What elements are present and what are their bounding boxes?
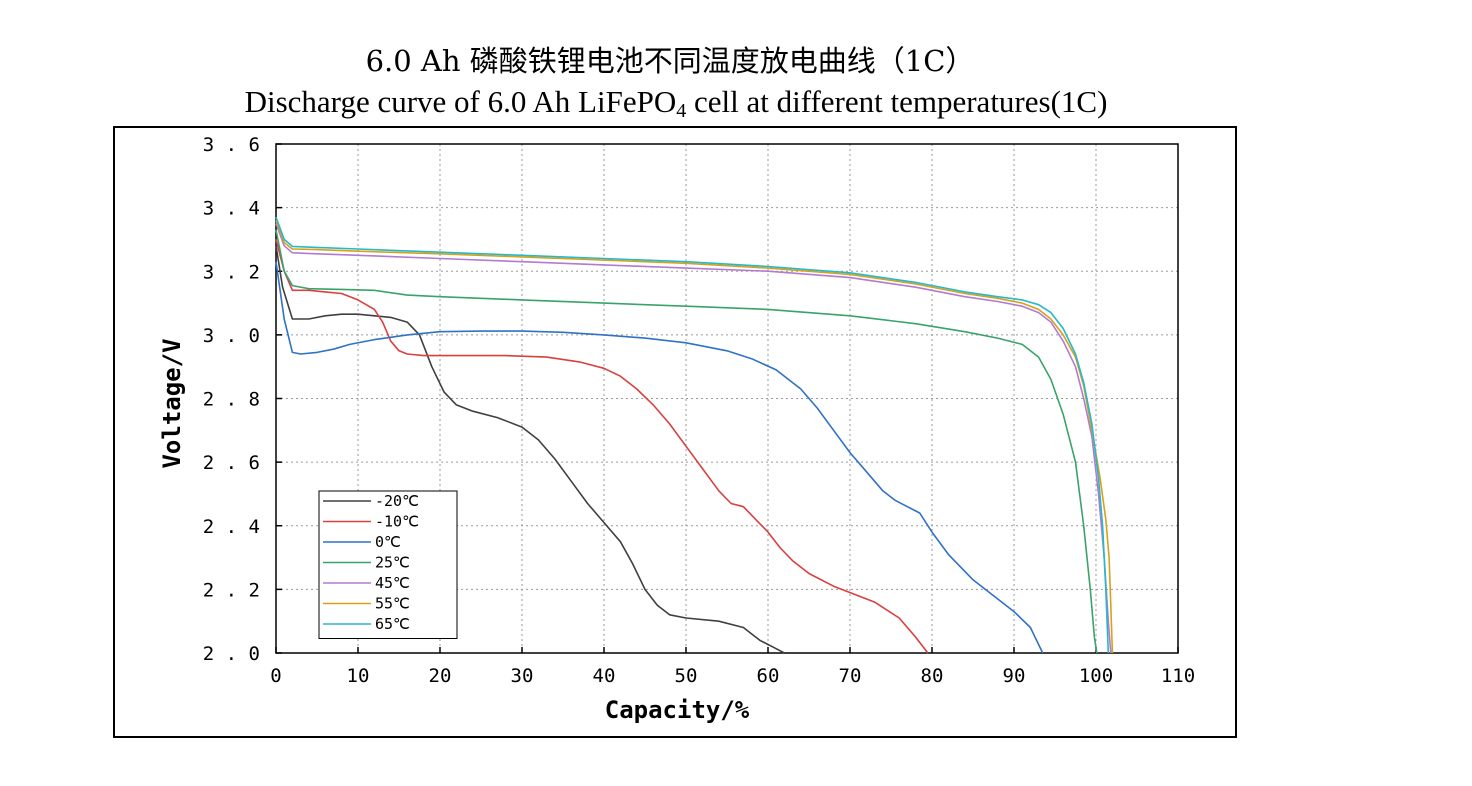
- x-tick-label: 50: [675, 665, 698, 687]
- series-line: [275, 223, 1112, 654]
- y-axis-label: Voltage/V: [158, 338, 186, 468]
- x-tick-label: 60: [757, 665, 780, 687]
- x-axis-label: Capacity/%: [605, 696, 750, 724]
- x-tick-label: 30: [511, 665, 534, 687]
- x-tick-label: 40: [593, 665, 616, 687]
- chart-frame: [113, 126, 1237, 738]
- series-line: [275, 229, 1098, 654]
- chart-title-en-subscript: 4: [676, 100, 687, 122]
- series-line: [275, 261, 1044, 654]
- x-tick-label: 80: [921, 665, 944, 687]
- x-tick-label: 0: [270, 665, 281, 687]
- y-tick-label: 2 . 0: [203, 643, 260, 665]
- y-tick-label: 2 . 4: [203, 516, 260, 538]
- y-tick-label: 2 . 6: [203, 452, 260, 474]
- chart-title-en-main: Discharge curve of 6.0 Ah LiFePO: [244, 84, 677, 119]
- y-tick-label: 3 . 2: [203, 261, 260, 283]
- x-tick-label: 70: [839, 665, 862, 687]
- chart-title-en: Discharge curve of 6.0 Ah LiFePO4 cell a…: [0, 84, 1352, 123]
- x-tick-label: 100: [1079, 665, 1113, 687]
- series-line: [275, 245, 785, 654]
- legend-label: 65℃: [375, 615, 410, 633]
- y-tick-label: 3 . 4: [203, 198, 260, 220]
- x-tick-label: 110: [1161, 665, 1195, 687]
- legend-label: -10℃: [375, 513, 419, 531]
- chart-title-cn: 6.0 Ah 磷酸铁锂电池不同温度放电曲线（1C）: [365, 44, 975, 78]
- x-tick-label: 10: [347, 665, 370, 687]
- x-tick-label: 90: [1003, 665, 1026, 687]
- legend-label: 0℃: [375, 533, 401, 551]
- y-tick-label: 2 . 2: [203, 579, 260, 601]
- y-tick-label: 3 . 6: [203, 134, 260, 156]
- y-tick-label: 3 . 0: [203, 325, 260, 347]
- legend-box: [318, 490, 458, 639]
- y-tick-label: 2 . 8: [203, 389, 260, 411]
- series-line: [275, 239, 929, 654]
- legend-label: 25℃: [375, 554, 410, 572]
- series-line: [275, 216, 1110, 654]
- legend-label: -20℃: [375, 492, 419, 510]
- series-line: [275, 220, 1114, 654]
- legend-label: 45℃: [375, 574, 410, 592]
- chart-title-en-rest: cell at different temperatures(1C): [686, 84, 1108, 119]
- x-tick-label: 20: [429, 665, 452, 687]
- legend-label: 55℃: [375, 595, 410, 613]
